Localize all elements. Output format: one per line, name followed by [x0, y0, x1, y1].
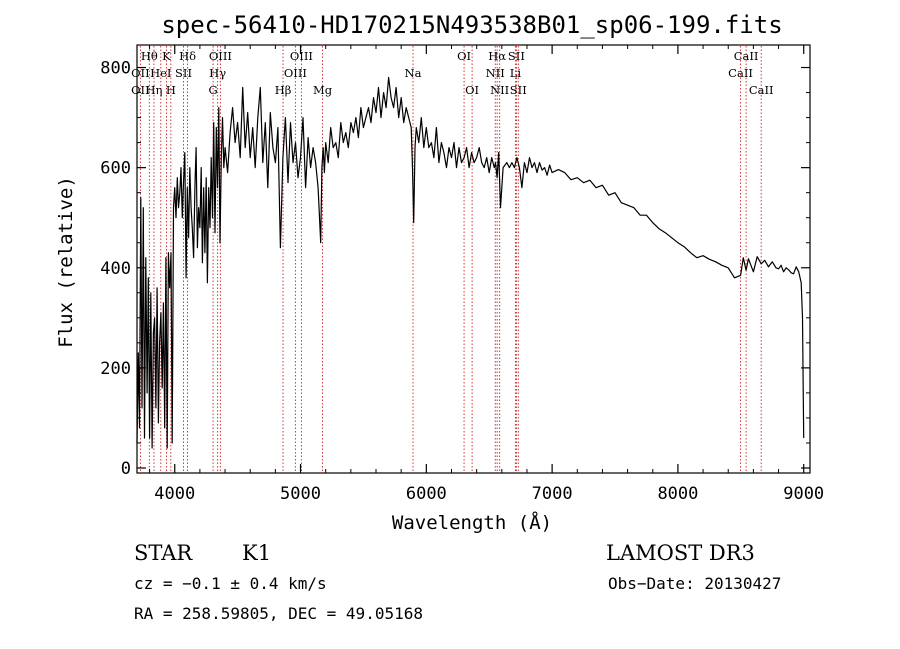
spectral-line-label: OII — [131, 66, 150, 80]
spectral-line-label: CaII — [734, 49, 759, 63]
x-tick-label: 4000 — [154, 484, 195, 504]
x-axis-ticks: 4000 5000 6000 7000 8000 9000 — [149, 45, 824, 504]
chart-title: spec-56410-HD170215N493538B01_sp06-199.f… — [161, 11, 782, 39]
spectral-line-label: CaII — [728, 66, 753, 80]
spectral-line-label: H — [166, 83, 176, 97]
spectral-line-label: SII — [510, 83, 527, 97]
spectral-line-label: OI — [465, 83, 479, 97]
spectral-line-label: Hγ — [209, 66, 226, 80]
redshift-cz: cz = −0.1 ± 0.4 km/s — [134, 574, 327, 593]
spectral-line-label: OIII — [290, 49, 313, 63]
object-subclass: K1 — [242, 541, 271, 565]
spectral-line-labels: Hθ OII OII K HeI Hη SII H Hδ OIII Hγ G OIII OIII Hβ Mg N… — [131, 49, 773, 97]
y-tick-label: 800 — [100, 59, 131, 79]
spectral-line-label: HeI — [150, 66, 171, 80]
plot-frame — [136, 44, 811, 474]
y-tick-label: 200 — [100, 359, 131, 379]
spectral-line-label: Hβ — [275, 83, 292, 97]
y-tick-label: 400 — [100, 259, 131, 279]
spectral-line-markers — [139, 46, 762, 472]
spectral-line-label: Hα — [488, 49, 506, 63]
x-tick-label: 7000 — [532, 484, 573, 504]
spectral-line-label: SII — [175, 66, 192, 80]
spectral-line-label: G — [209, 83, 218, 97]
spectral-line-label: Mg — [313, 83, 333, 97]
spectral-line-label: NII — [486, 66, 505, 80]
spectral-line-label: Hη — [146, 83, 163, 97]
spectral-line-label: OIII — [209, 49, 232, 63]
y-axis-ticks: 0 200 400 600 800 — [100, 59, 810, 479]
y-tick-label: 600 — [100, 159, 131, 179]
spectral-line-label: NII — [490, 83, 509, 97]
spectral-line-label: Hθ — [141, 49, 158, 63]
spectral-line-label: OIII — [284, 66, 307, 80]
spectral-line-label: OI — [457, 49, 471, 63]
spectral-line-label: OII — [131, 83, 150, 97]
x-tick-label: 6000 — [406, 484, 447, 504]
spectral-line-label: CaII — [749, 83, 774, 97]
spectral-line-label: Li — [510, 66, 522, 80]
ra-dec: RA = 258.59805, DEC = 49.05168 — [134, 604, 423, 623]
object-class: STAR — [134, 541, 193, 565]
x-tick-label: 8000 — [657, 484, 698, 504]
spectral-line-label: Hδ — [179, 49, 196, 63]
x-axis-label: Wavelength (Å) — [392, 511, 552, 534]
spectrum-series-line — [136, 76, 805, 449]
survey-name: LAMOST DR3 — [606, 541, 755, 565]
spectral-line-label: K — [162, 49, 171, 63]
y-tick-label: 0 — [121, 459, 131, 479]
y-axis-label: Flux (relative) — [55, 176, 77, 348]
spectral-line-label: Na — [405, 66, 422, 80]
observation-date: Obs−Date: 20130427 — [608, 574, 781, 593]
x-tick-label: 5000 — [280, 484, 321, 504]
spectral-line-label: SII — [508, 49, 525, 63]
x-tick-label: 9000 — [783, 484, 824, 504]
